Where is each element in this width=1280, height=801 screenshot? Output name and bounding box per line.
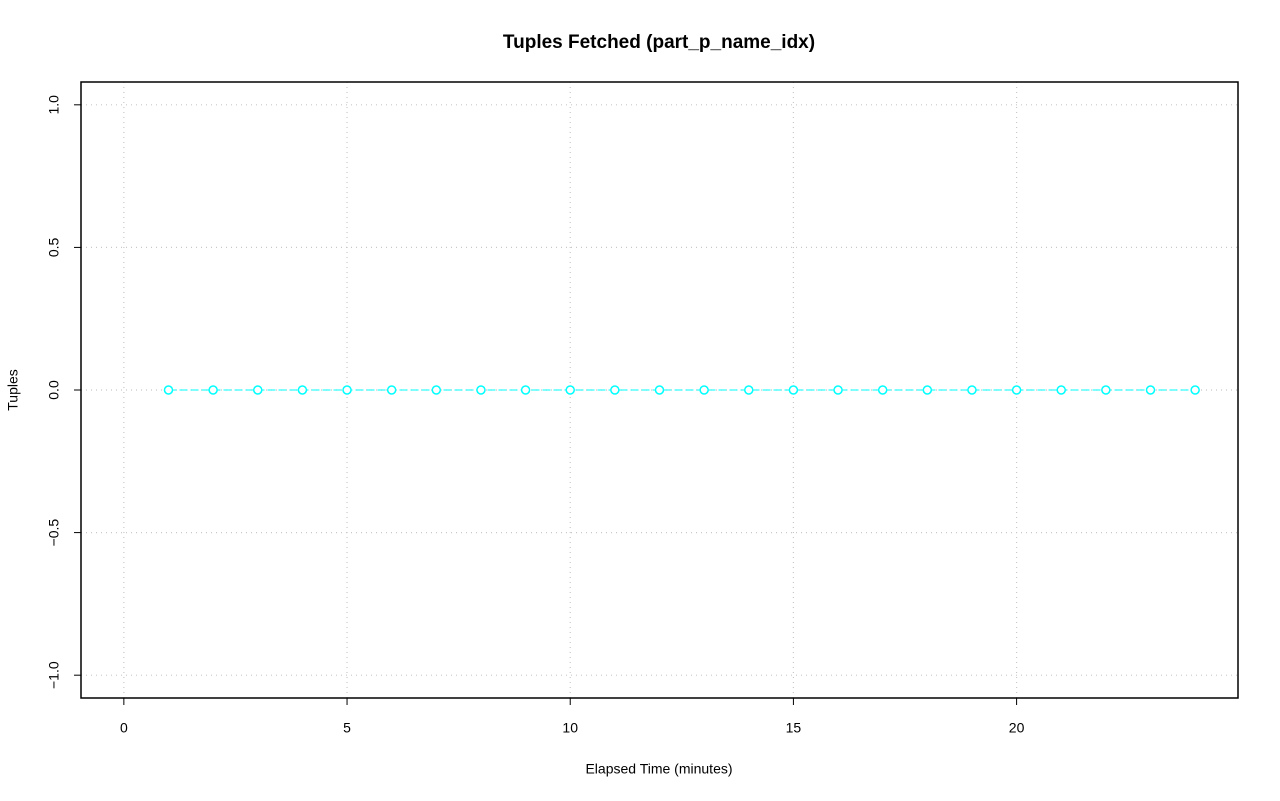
y-tick-label: −1.0 — [46, 661, 62, 689]
x-axis-label: Elapsed Time (minutes) — [585, 761, 732, 777]
data-point — [431, 385, 442, 395]
data-point — [1101, 385, 1111, 395]
y-tick-label: 1.0 — [46, 95, 62, 115]
data-point — [744, 385, 754, 395]
data-point — [342, 385, 352, 395]
data-point — [520, 385, 531, 395]
data-point — [1011, 385, 1022, 395]
y-tick-label: 0.0 — [46, 380, 62, 400]
data-point — [877, 385, 888, 395]
data-point — [163, 385, 174, 395]
x-tick-label: 0 — [120, 720, 128, 736]
y-tick-label: −0.5 — [46, 519, 62, 547]
data-point — [1056, 385, 1066, 395]
data-point — [699, 385, 709, 395]
data-point — [297, 385, 308, 395]
x-tick-label: 20 — [1009, 720, 1025, 736]
x-tick-label: 10 — [562, 720, 578, 736]
data-point — [386, 385, 397, 395]
data-point — [922, 385, 933, 395]
x-tick-label: 15 — [786, 720, 802, 736]
data-point — [253, 385, 263, 395]
data-point — [788, 385, 799, 395]
data-point — [476, 385, 486, 395]
data-point — [208, 385, 218, 395]
data-point — [833, 385, 843, 395]
data-point — [610, 385, 620, 395]
data-point — [1145, 385, 1156, 395]
y-axis-label: Tuples — [5, 369, 21, 411]
data-point — [654, 385, 665, 395]
plot-frame — [80, 81, 1239, 699]
x-tick-label: 5 — [343, 720, 351, 736]
y-tick-label: 0.5 — [46, 237, 62, 257]
data-point — [565, 385, 575, 395]
data-point — [967, 385, 977, 395]
data-point — [1190, 385, 1200, 395]
chart-title: Tuples Fetched (part_p_name_idx) — [503, 32, 815, 53]
